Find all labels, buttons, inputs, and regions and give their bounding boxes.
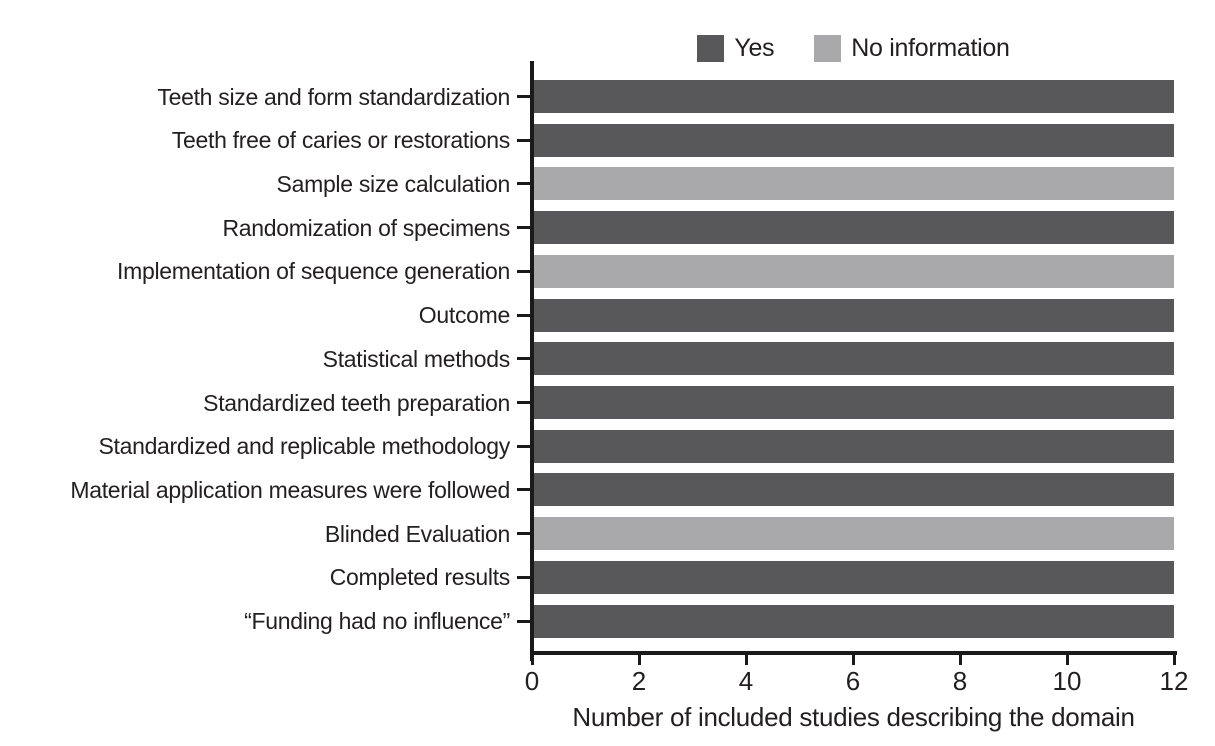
category-tick (517, 619, 530, 623)
bar (534, 473, 1174, 507)
category-label: “Funding had no influence” (244, 608, 510, 635)
x-tick-label: 12 (1159, 666, 1189, 696)
category-label: Implementation of sequence generation (117, 258, 510, 285)
legend-item: No information (814, 33, 1010, 63)
category-tick (517, 357, 530, 361)
category-label: Statistical methods (322, 345, 511, 372)
bar (534, 429, 1174, 463)
bar (534, 123, 1174, 157)
bar (534, 254, 1174, 288)
category-label: Standardized teeth preparation (203, 389, 510, 416)
category-label: Teeth free of caries or restorations (171, 127, 511, 154)
x-axis-line (530, 651, 1177, 655)
legend-label: No information (851, 33, 1010, 62)
bar (534, 342, 1174, 376)
bar (534, 211, 1174, 245)
bar (534, 560, 1174, 594)
bar (534, 298, 1174, 332)
x-tick-label: 2 (631, 666, 647, 696)
category-tick (517, 313, 530, 317)
legend-label: Yes (734, 33, 775, 62)
category-tick (517, 575, 530, 579)
category-label: Completed results (329, 564, 511, 591)
category-tick (517, 138, 530, 142)
category-tick (517, 95, 530, 98)
x-tick (530, 655, 534, 665)
x-tick-label: 10 (1052, 666, 1082, 696)
category-label: Material application measures were follo… (70, 476, 510, 503)
category-tick (517, 182, 530, 186)
x-tick (637, 655, 641, 665)
category-label: Sample size calculation (276, 170, 511, 197)
x-tick (744, 655, 748, 665)
x-tick-label: 0 (524, 666, 540, 696)
legend: Yes No information (533, 33, 1174, 63)
category-label: Standardized and replicable methodology (98, 433, 510, 460)
x-tick-label: 4 (738, 666, 754, 696)
legend-item: Yes (697, 33, 775, 63)
x-tick (851, 655, 855, 665)
legend-swatch-yes (697, 34, 725, 62)
bar (534, 604, 1174, 638)
bar (534, 386, 1174, 420)
x-tick-label: 6 (845, 666, 861, 696)
category-tick (517, 401, 530, 405)
bar (534, 167, 1174, 201)
x-tick (1065, 655, 1069, 665)
x-tick (958, 655, 962, 665)
bar (534, 80, 1174, 113)
legend-swatch-no-information (814, 34, 842, 62)
category-tick (517, 444, 530, 448)
category-tick (517, 532, 530, 536)
category-label: Blinded Evaluation (324, 520, 510, 547)
x-axis-title: Number of included studies describing th… (572, 702, 1135, 732)
category-label: Randomization of specimens (222, 214, 510, 241)
x-tick-label: 8 (952, 666, 968, 696)
category-tick (517, 269, 530, 273)
category-tick (517, 488, 530, 492)
category-tick (517, 226, 530, 230)
x-tick (1172, 655, 1176, 665)
y-axis-line (530, 61, 534, 661)
bar (534, 517, 1174, 551)
category-label: Outcome (418, 302, 511, 329)
category-label: Teeth size and form standardization (157, 83, 510, 110)
